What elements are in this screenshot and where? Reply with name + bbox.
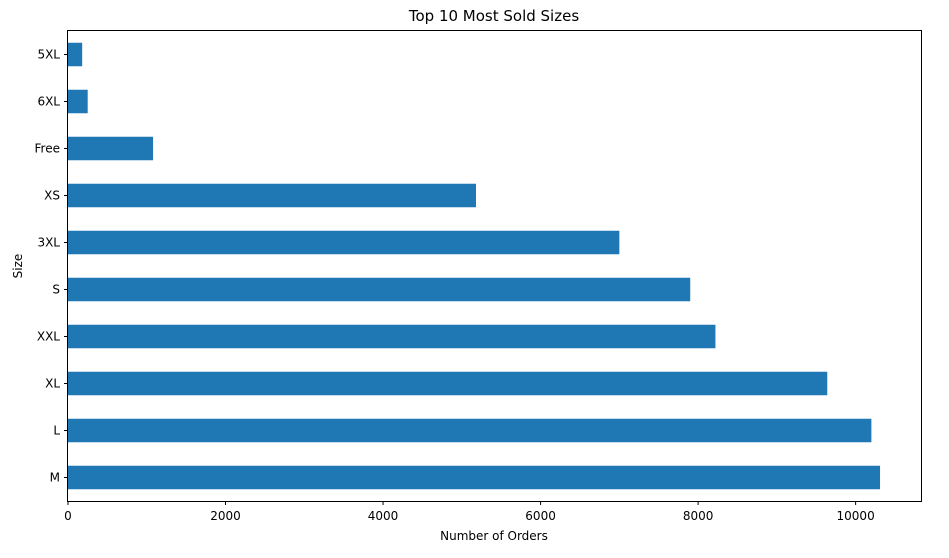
bar-xl — [68, 371, 828, 396]
bar-xxl — [68, 324, 716, 349]
y-tick-label: XXL — [37, 330, 60, 344]
x-tick-label: 6000 — [525, 509, 556, 523]
x-axis-label: Number of Orders — [440, 529, 548, 543]
y-axis-label: Size — [11, 254, 25, 279]
bar-m — [68, 465, 881, 490]
y-tick-label: Free — [35, 142, 60, 156]
y-tick-label: XS — [44, 189, 60, 203]
y-tick-label: 3XL — [37, 236, 60, 250]
y-tick-label: M — [50, 471, 60, 485]
y-tick-label: 5XL — [37, 48, 60, 62]
bar-6xl — [68, 89, 88, 114]
y-tick-label: XL — [45, 377, 60, 391]
bar-5xl — [68, 42, 83, 67]
plot-frame — [67, 30, 922, 502]
y-tick-label: 6XL — [37, 95, 60, 109]
x-tick-label: 2000 — [210, 509, 241, 523]
bar-free — [68, 136, 154, 161]
y-axis-ticks: M L XL XXL S 3XL XS Free 6XL 5XL — [35, 48, 68, 485]
bar-l — [68, 418, 872, 443]
x-tick-label: 10000 — [837, 509, 875, 523]
y-tick-label: S — [52, 283, 60, 297]
y-tick-label: L — [53, 424, 60, 438]
bar-s — [68, 277, 691, 302]
x-tick-label: 0 — [64, 509, 72, 523]
bar-xs — [68, 183, 476, 208]
x-tick-label: 4000 — [368, 509, 399, 523]
bars-group — [68, 42, 881, 490]
bar-3xl — [68, 230, 620, 255]
x-axis-ticks: 0 2000 4000 6000 8000 10000 — [64, 501, 875, 523]
chart-title: Top 10 Most Sold Sizes — [408, 7, 579, 25]
x-tick-label: 8000 — [683, 509, 714, 523]
